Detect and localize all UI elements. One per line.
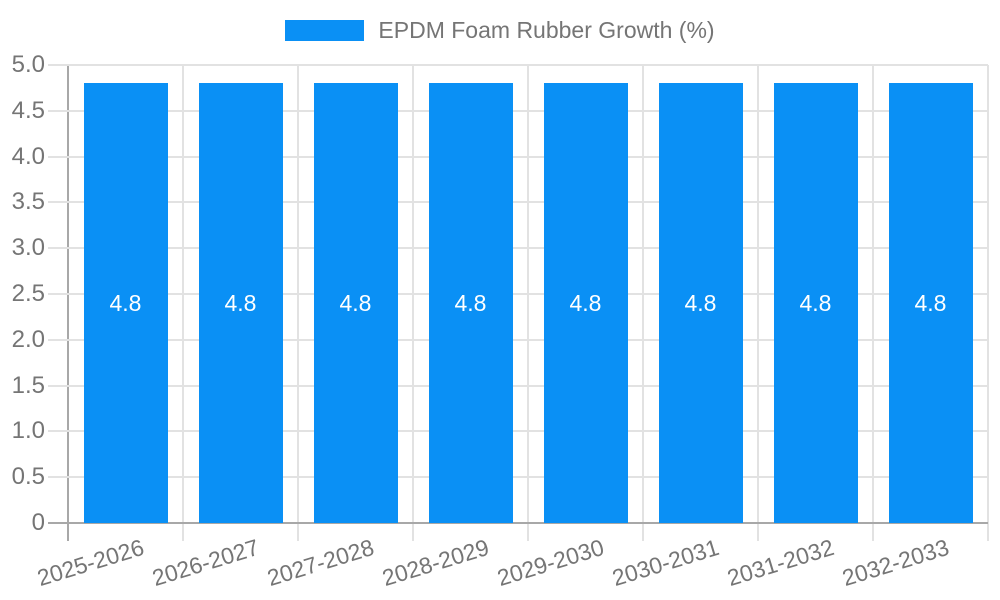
h-gridline <box>48 201 988 204</box>
bar <box>543 83 628 523</box>
v-gridline <box>527 65 529 541</box>
legend-label: EPDM Foam Rubber Growth (%) <box>378 17 715 43</box>
y-tick-label: 4.0 <box>11 142 45 170</box>
h-gridline <box>48 338 988 341</box>
y-tick-label: 5.0 <box>11 51 45 78</box>
h-gridline <box>48 155 988 158</box>
v-gridline <box>412 65 414 541</box>
bar-value-label: 4.8 <box>224 290 257 317</box>
legend: EPDM Foam Rubber Growth (%) <box>0 17 1000 44</box>
bar-value-label: 4.8 <box>569 290 602 317</box>
bar <box>83 83 168 523</box>
y-tick-label: 0 <box>31 509 45 536</box>
bar <box>888 83 973 523</box>
bar <box>773 83 858 523</box>
bar-value-label: 4.8 <box>684 290 717 317</box>
v-gridline <box>872 65 874 541</box>
h-gridline <box>48 247 988 250</box>
y-tick-label: 3.5 <box>11 188 45 216</box>
h-gridline <box>48 293 988 295</box>
bar <box>658 83 743 523</box>
v-gridline <box>297 65 299 541</box>
h-gridline <box>48 384 988 387</box>
y-tick-label: 0.5 <box>11 463 45 491</box>
v-gridline <box>757 65 759 541</box>
bar-value-label: 4.8 <box>914 290 947 317</box>
v-gridline <box>987 65 989 541</box>
h-gridline <box>48 476 988 479</box>
h-gridline <box>48 64 988 66</box>
y-axis-line <box>67 65 69 541</box>
bar-value-label: 4.8 <box>109 290 142 317</box>
bar <box>313 83 398 523</box>
bar-value-label: 4.8 <box>799 290 832 317</box>
bar <box>198 83 283 523</box>
bar-value-label: 4.8 <box>339 290 372 317</box>
h-gridline <box>48 430 988 433</box>
v-gridline <box>182 65 184 541</box>
v-gridline <box>642 65 644 541</box>
y-tick-label: 2.5 <box>11 280 45 307</box>
x-axis-line <box>48 522 988 524</box>
bar <box>428 83 513 523</box>
y-tick-label: 2.0 <box>11 325 45 353</box>
y-tick-label: 1.5 <box>11 371 45 399</box>
y-tick-label: 3.0 <box>11 234 45 262</box>
bar-value-label: 4.8 <box>454 290 487 317</box>
y-tick-label: 1.0 <box>11 417 45 445</box>
legend-swatch <box>285 20 365 41</box>
y-tick-label: 4.5 <box>11 96 45 124</box>
h-gridline <box>48 109 988 112</box>
